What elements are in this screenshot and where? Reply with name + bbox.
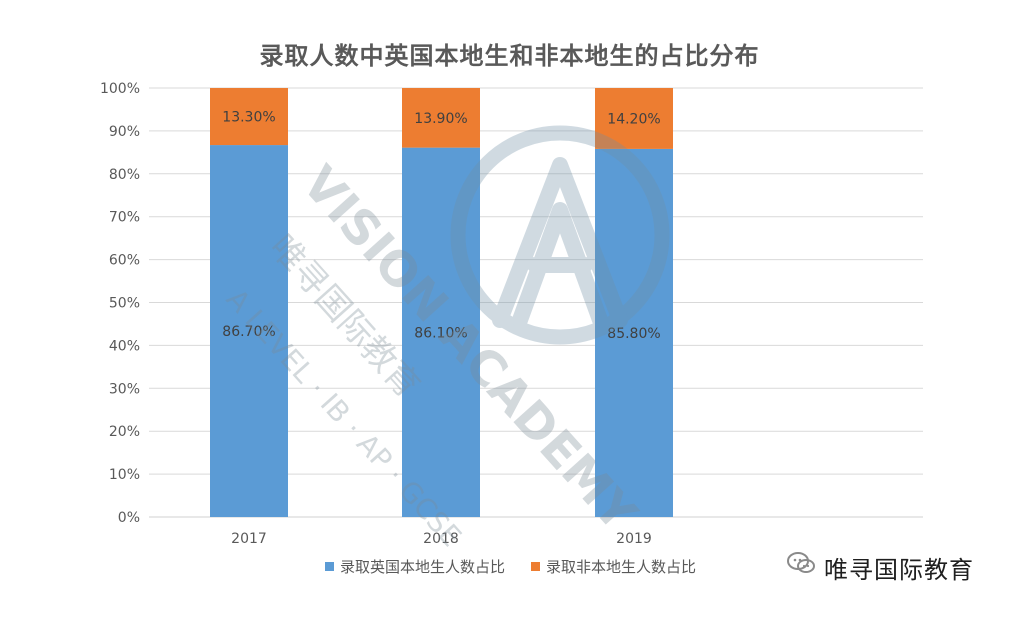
data-label-nonlocal-2019: 14.20%: [607, 111, 660, 127]
y-tick-label-3: 30%: [109, 381, 140, 397]
x-category-label-2017: 2017: [231, 531, 267, 547]
y-tick-label-2: 20%: [109, 424, 140, 440]
legend-label-nonlocal: 录取非本地生人数占比: [546, 558, 697, 576]
y-tick-label-8: 80%: [109, 167, 140, 183]
y-tick-label-10: 100%: [100, 81, 140, 97]
labels-layer: 86.70% 13.30% 86.10% 13.90% 85.80% 14.20%: [222, 110, 660, 342]
x-category-label-2019: 2019: [616, 531, 652, 547]
x-category-label-2018: 2018: [423, 531, 459, 547]
y-tick-label-9: 90%: [109, 124, 140, 140]
bar-nonlocal-2019: [595, 88, 673, 149]
legend-swatch-nonlocal: [531, 562, 541, 571]
bar-local-2017: [210, 145, 288, 517]
legend: 录取英国本地生人数占比 录取非本地生人数占比: [325, 556, 696, 577]
y-tick-label-6: 60%: [109, 253, 140, 269]
axis-layer: 0% 10% 20% 30% 40% 50% 60% 70% 80% 90% 100% 2017 201…: [100, 81, 652, 547]
y-tick-label-0: 0%: [118, 510, 140, 526]
wechat-logo-icon: [787, 552, 815, 573]
data-label-nonlocal-2018: 13.90%: [414, 111, 467, 127]
legend-label-local: 录取英国本地生人数占比: [340, 558, 506, 576]
chart-title: 录取人数中英国本地生和非本地生的占比分布: [259, 42, 760, 70]
bars-layer: [210, 88, 673, 518]
y-tick-label-4: 40%: [109, 338, 140, 354]
legend-swatch-local: [325, 562, 334, 571]
y-tick-label-7: 70%: [109, 210, 140, 226]
bar-nonlocal-2018: [402, 88, 480, 148]
watermark-logo-shape: [492, 157, 628, 328]
y-tick-label-1: 10%: [109, 467, 140, 483]
data-label-nonlocal-2017: 13.30%: [222, 110, 275, 126]
y-tick-label-5: 50%: [109, 296, 140, 312]
data-label-local-2019: 85.80%: [607, 326, 660, 342]
legend-item-nonlocal: 录取非本地生人数占比: [531, 556, 696, 577]
watermark-circle: [450, 125, 670, 345]
data-label-local-2018: 86.10%: [414, 325, 467, 341]
watermark-brand-text: 唯寻国际教育: [824, 556, 974, 584]
bar-local-2019: [595, 148, 673, 517]
bar-nonlocal-2017: [210, 88, 288, 146]
data-label-local-2017: 86.70%: [222, 324, 275, 340]
legend-item-local: 录取英国本地生人数占比: [325, 556, 505, 577]
bar-local-2018: [402, 147, 480, 518]
